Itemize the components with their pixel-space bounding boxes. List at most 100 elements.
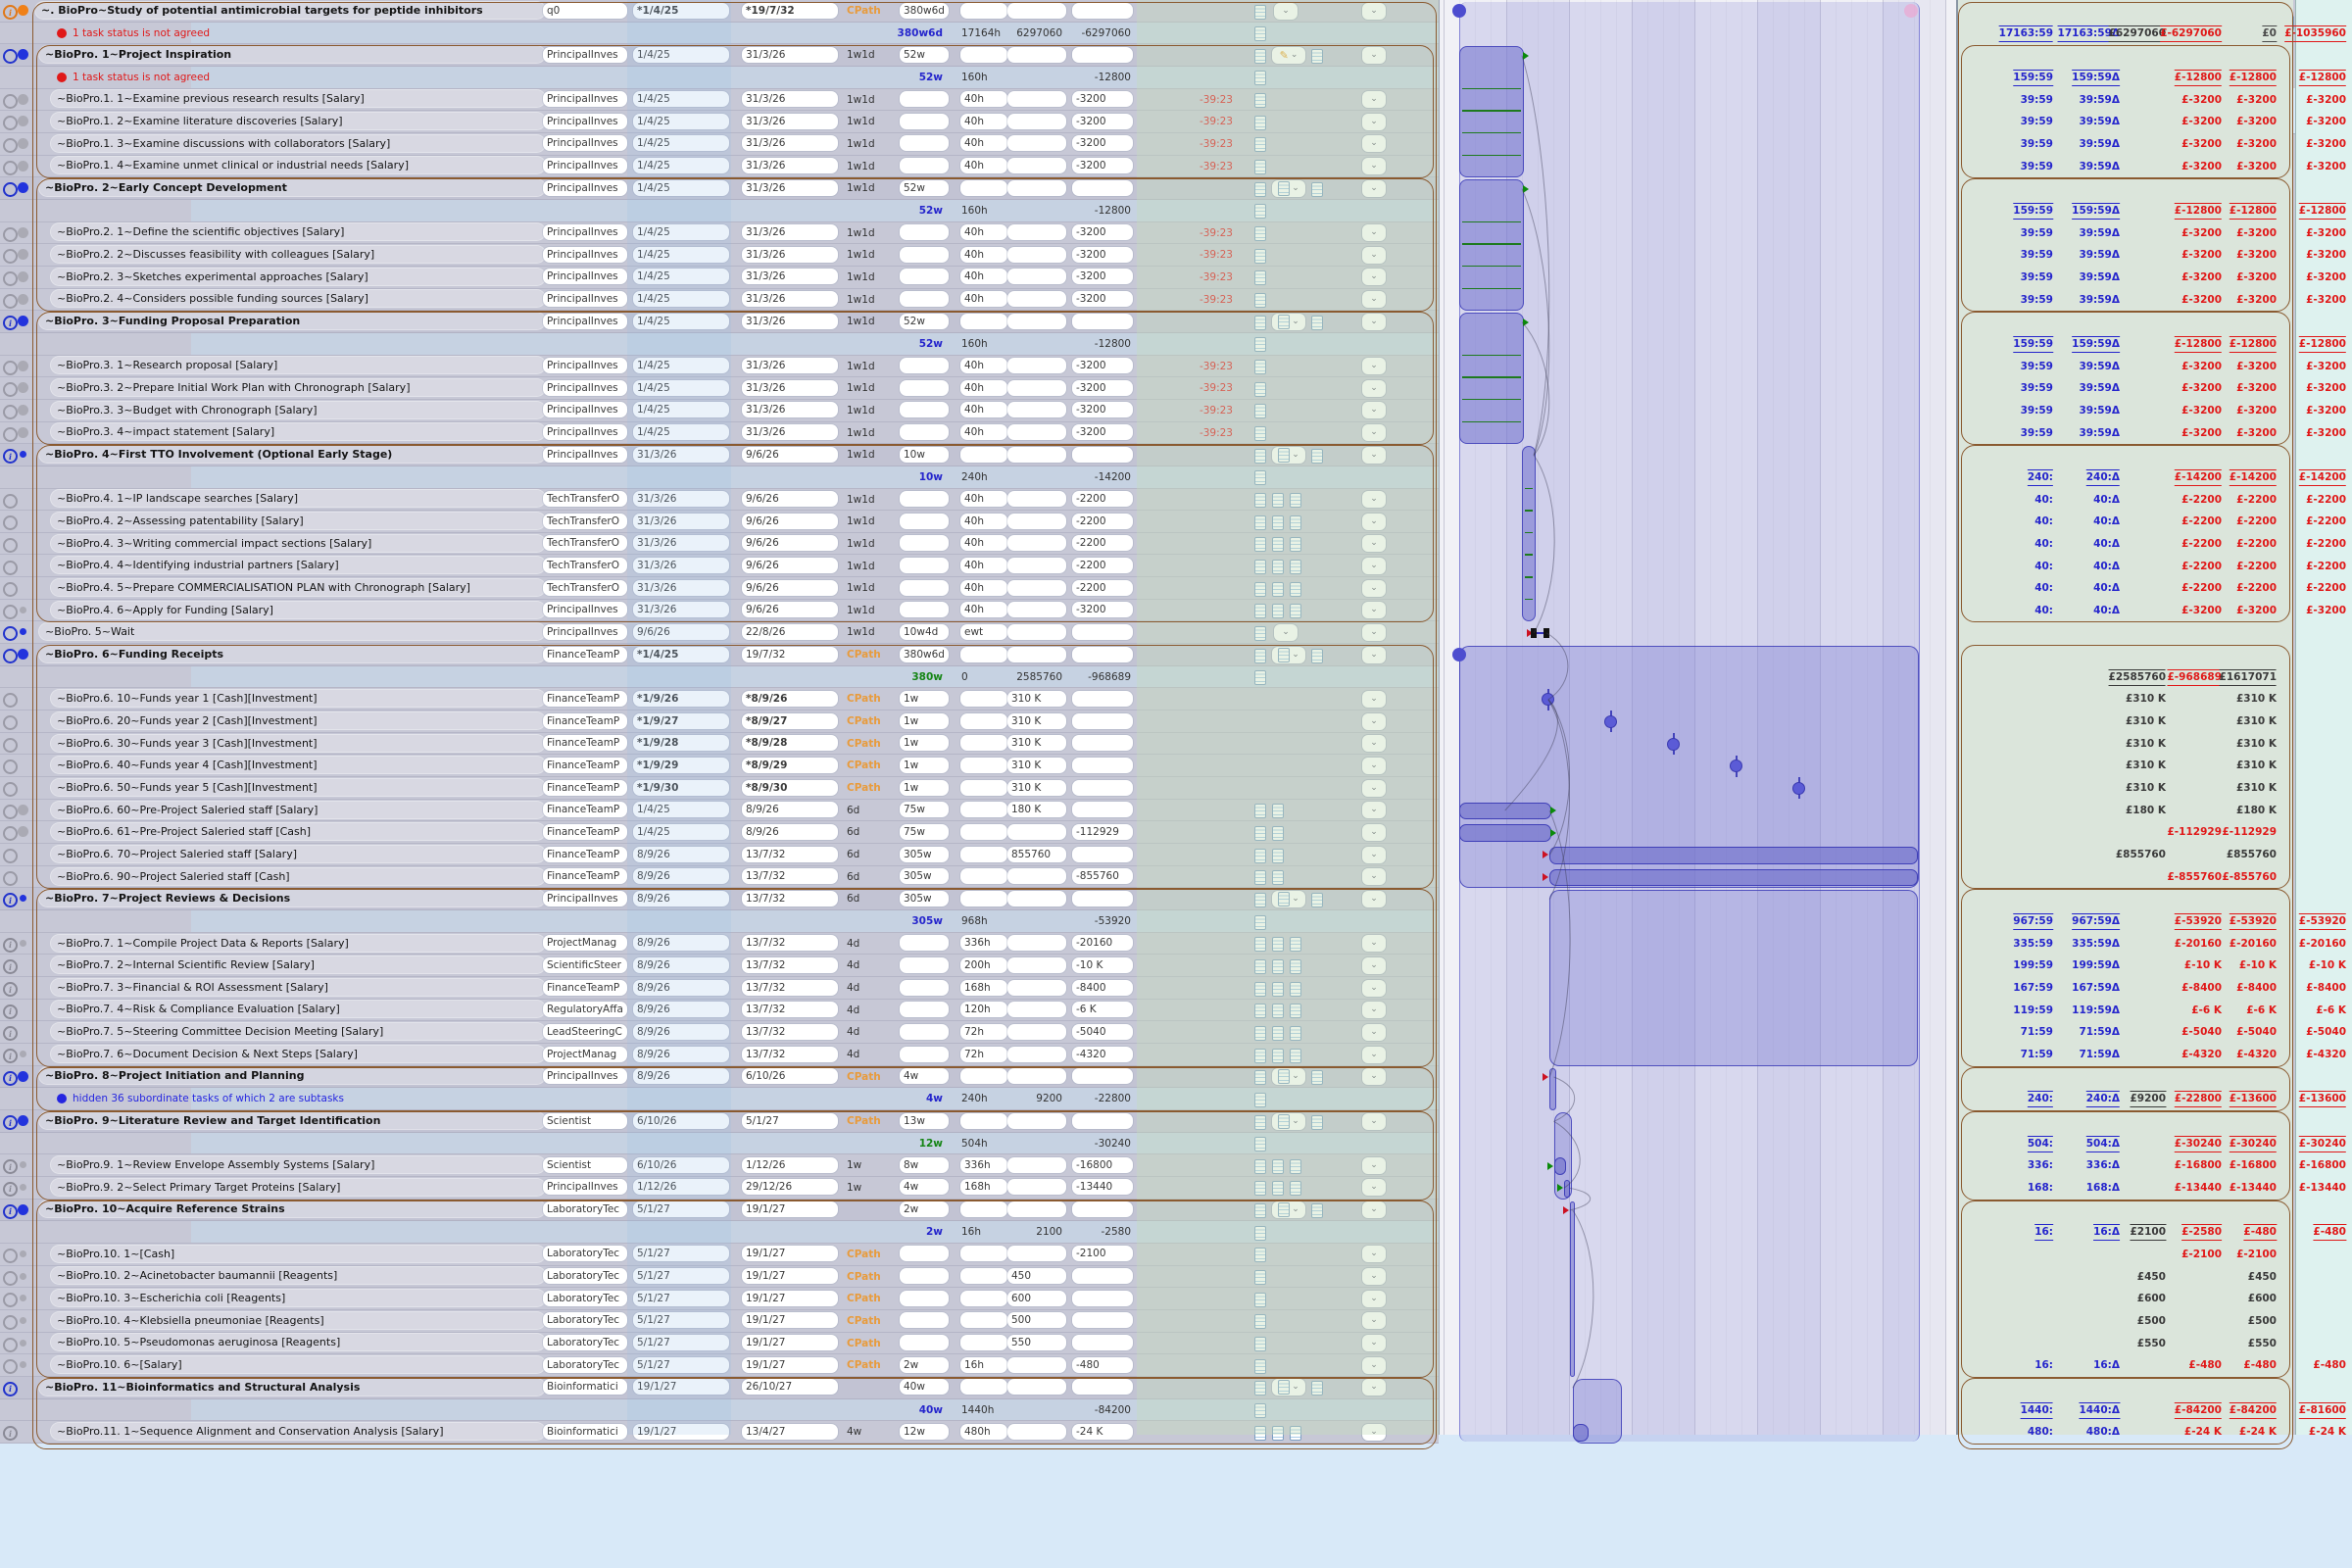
debit-input[interactable] [1007,646,1066,662]
debit-input[interactable]: 500 [1007,1312,1066,1329]
info-icon[interactable] [3,1337,18,1352]
info-icon[interactable] [3,226,18,242]
performer-input[interactable]: PrincipalInves [543,269,627,285]
document-icon[interactable] [1272,1025,1284,1041]
finished-input[interactable]: 13/7/32 [742,1023,838,1040]
credit-input[interactable]: -3200 [1072,224,1133,241]
document-icon[interactable] [1272,493,1284,509]
start-input[interactable]: 1/4/25 [633,113,729,129]
info-icon[interactable]: i [3,959,18,975]
performer-input[interactable]: LaboratoryTec [543,1290,627,1306]
priority-select[interactable]: ⌄ [1362,935,1386,953]
work-input[interactable]: 40h [960,402,1007,418]
debit-input[interactable] [1007,890,1066,906]
frame-input[interactable] [900,291,949,308]
priority-select[interactable]: ⌄ [1362,446,1386,464]
finished-input[interactable]: 22/8/26 [742,623,838,640]
debit-input[interactable] [1007,91,1066,108]
credit-input[interactable]: -3200 [1072,91,1133,108]
finished-input[interactable]: 13/7/32 [742,890,838,906]
frame-input[interactable]: 2w [900,1356,949,1373]
performer-input[interactable]: Bioinformatici [543,1423,627,1440]
frame-input[interactable] [900,1046,949,1062]
debit-input[interactable]: 310 K [1007,757,1066,773]
document-icon[interactable] [1311,648,1323,663]
debit-input[interactable] [1007,291,1066,308]
document-icon[interactable] [1254,892,1266,907]
priority-select[interactable]: ⌄ [1362,802,1386,819]
debit-input[interactable] [1007,158,1066,174]
document-icon[interactable] [1311,181,1323,197]
performer-input[interactable]: FinanceTeamP [543,779,627,796]
task-name[interactable]: ~BioPro.6. 70~Project Saleried staff [Sa… [51,845,545,862]
start-input[interactable]: 5/1/27 [633,1246,729,1262]
document-icon[interactable] [1311,1381,1323,1396]
finished-input[interactable]: 6/10/26 [742,1068,838,1085]
task-name[interactable]: ~BioPro.2. 2~Discusses feasibility with … [51,246,545,264]
priority-select[interactable]: ⌄ [1362,823,1386,841]
performer-input[interactable]: FinanceTeamP [543,646,627,662]
work-input[interactable] [960,846,1007,862]
priority-select[interactable]: ⌄ [1362,313,1386,330]
info-icon[interactable]: i [3,316,18,331]
credit-input[interactable]: -480 [1072,1356,1133,1373]
document-icon[interactable] [1254,870,1266,886]
info-icon[interactable] [3,1270,18,1286]
debit-input[interactable] [1007,1112,1066,1129]
task-name[interactable]: ~BioPro.4. 5~Prepare COMMERCIALISATION P… [51,578,545,596]
frame-input[interactable]: 75w [900,802,949,818]
task-gantt-bar[interactable] [1572,1424,1589,1442]
task-name[interactable]: ~BioPro.3. 1~Research proposal [Salary] [51,357,545,374]
work-input[interactable]: 40h [960,602,1007,618]
frame-input[interactable]: 2w [900,1201,949,1218]
performer-input[interactable]: PrincipalInves [543,313,627,329]
document-icon[interactable] [1290,1025,1301,1041]
frame-input[interactable] [900,1335,949,1351]
frame-input[interactable] [900,424,949,441]
task-gantt-bar[interactable] [1553,1157,1566,1175]
frame-input[interactable] [900,579,949,596]
finished-input[interactable]: *8/9/28 [742,735,838,752]
priority-select[interactable]: ⌄ [1362,46,1386,64]
credit-input[interactable] [1072,1268,1133,1285]
info-icon[interactable]: i [3,893,18,908]
priority-select[interactable]: ⌄ [1362,1335,1386,1352]
finished-input[interactable]: *19/7/32 [742,2,838,19]
priority-select[interactable]: ⌄ [1362,602,1386,619]
finished-input[interactable]: 9/6/26 [742,602,838,618]
status-doc-dropdown[interactable]: ⌄ [1272,890,1305,907]
credit-input[interactable]: -3200 [1072,291,1133,308]
finished-input[interactable]: 31/3/26 [742,135,838,152]
performer-input[interactable]: FinanceTeamP [543,802,627,818]
work-input[interactable]: 120h [960,1002,1007,1018]
document-icon[interactable] [1254,1358,1266,1374]
work-input[interactable]: 40h [960,513,1007,529]
finished-input[interactable]: 8/9/26 [742,823,838,840]
work-input[interactable]: 40h [960,158,1007,174]
document-icon[interactable] [1272,825,1284,841]
finished-input[interactable]: *8/9/29 [742,757,838,773]
finished-input[interactable]: 9/6/26 [742,535,838,552]
credit-input[interactable]: -10 K [1072,956,1133,973]
finished-input[interactable]: 19/1/27 [742,1290,838,1306]
priority-select[interactable]: ⌄ [1362,1112,1386,1130]
document-icon[interactable] [1254,1381,1266,1396]
document-icon[interactable] [1254,181,1266,197]
info-icon[interactable] [3,293,18,309]
work-input[interactable]: 168h [960,1179,1007,1196]
task-name[interactable]: ~BioPro.1. 3~Examine discussions with co… [51,134,545,152]
info-icon[interactable] [3,1314,18,1330]
finished-input[interactable]: 8/9/26 [742,802,838,818]
performer-input[interactable]: PrincipalInves [543,358,627,374]
task-name[interactable]: ~BioPro.7. 3~Financial & ROI Assessment … [51,978,545,996]
frame-input[interactable]: 305w [900,868,949,885]
priority-select[interactable]: ⌄ [1362,757,1386,774]
credit-input[interactable] [1072,1068,1133,1085]
debit-input[interactable] [1007,558,1066,573]
document-icon[interactable] [1272,1004,1284,1019]
task-name[interactable]: ~BioPro.2. 4~Considers possible funding … [51,290,545,308]
start-input[interactable]: 8/9/26 [633,1068,729,1085]
debit-input[interactable] [1007,1379,1066,1396]
document-icon[interactable] [1254,581,1266,597]
start-input[interactable]: 31/3/26 [633,491,729,508]
